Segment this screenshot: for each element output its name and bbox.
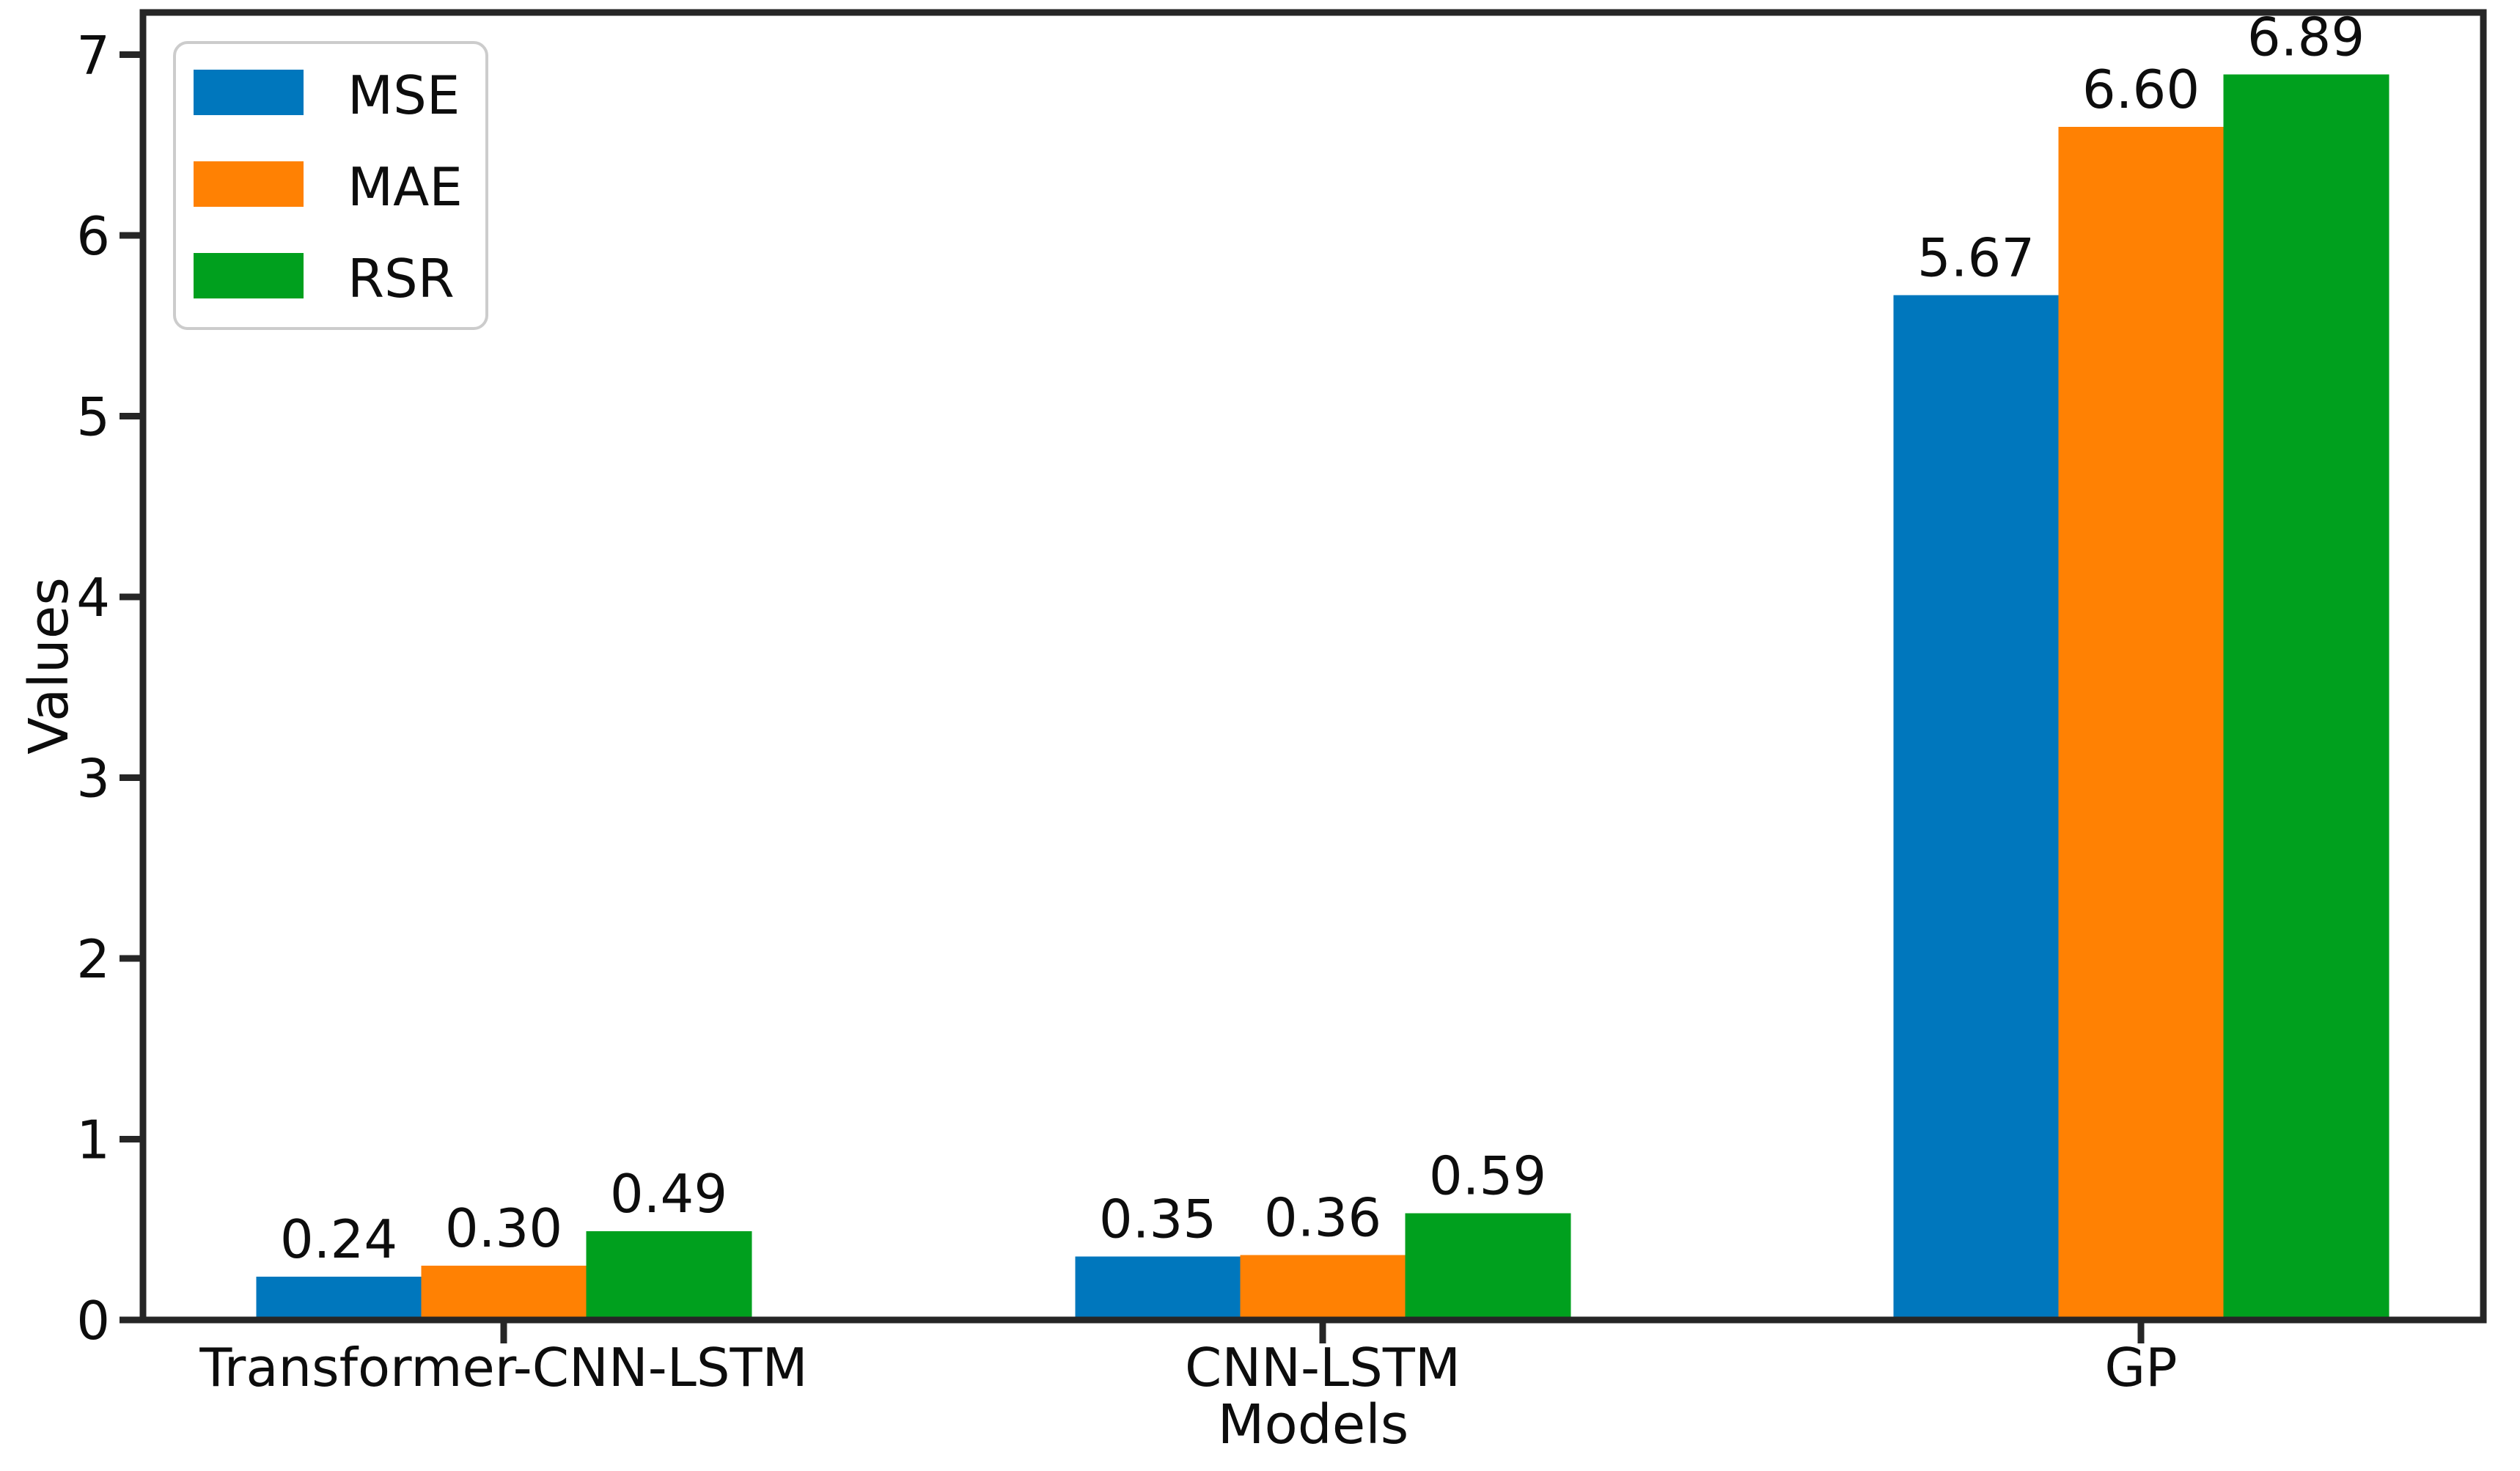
y-tick-label: 2: [76, 928, 110, 990]
bars-layer: [256, 74, 2389, 1321]
y-tick-label: 4: [76, 567, 110, 628]
y-tick-label: 1: [76, 1109, 110, 1171]
y-tick-label: 6: [76, 205, 110, 267]
axes-layer: 0 1 2 3 4 5 6 7 Transformer-CNN-LSTM CNN-LSTM GP: [76, 25, 2177, 1399]
bar-mae-2: [1240, 1255, 1406, 1320]
bar-value-label: 0.36: [1264, 1186, 1381, 1248]
legend: MSE MAE RSR: [173, 41, 488, 330]
bar-value-label: 0.59: [1429, 1145, 1546, 1207]
plot-frame: [139, 9, 2487, 1324]
bar-value-label: 0.49: [610, 1163, 727, 1225]
x-tick-label-transformer-cnn-lstm: Transformer-CNN-LSTM: [199, 1337, 807, 1398]
bar-value-label: 0.35: [1099, 1189, 1216, 1250]
bar-rsr-1: [586, 1231, 752, 1320]
x-tick-label-gp: GP: [2104, 1337, 2177, 1398]
legend-label-mae: MAE: [348, 156, 463, 218]
bar-mae-3: [2058, 127, 2225, 1321]
bar-value-label: 6.89: [2247, 7, 2365, 68]
bar-value-labels-layer: 0.24 0.35 5.67 0.30 0.36 6.60 0.49 0.59 6.89: [280, 7, 2365, 1270]
bar-mae-1: [421, 1266, 587, 1320]
legend-swatch-mae: [194, 161, 304, 207]
y-tick-label: 3: [76, 748, 110, 810]
legend-label-mse: MSE: [348, 65, 460, 126]
bar-rsr-2: [1405, 1213, 1571, 1320]
legend-swatch-mse: [194, 70, 304, 115]
y-tick-label: 7: [76, 25, 110, 87]
bar-value-label: 6.60: [2082, 59, 2200, 120]
y-tick-label: 5: [76, 386, 110, 448]
legend-swatch-rsr: [194, 253, 304, 298]
bar-mse-1: [256, 1276, 422, 1320]
y-tick-label: 0: [76, 1290, 110, 1351]
bar-value-label: 5.67: [1917, 227, 2035, 288]
bar-value-label: 0.30: [445, 1197, 562, 1259]
x-tick-label-cnn-lstm: CNN-LSTM: [1185, 1337, 1461, 1398]
bar-mse-3: [1893, 295, 2060, 1321]
bar-rsr-3: [2223, 74, 2389, 1321]
bar-mse-2: [1075, 1256, 1241, 1320]
x-axis-label: Models: [1218, 1393, 1409, 1456]
legend-label-rsr: RSR: [348, 248, 455, 309]
bar-value-label: 0.24: [280, 1208, 397, 1270]
y-axis-label: Values: [18, 577, 81, 755]
